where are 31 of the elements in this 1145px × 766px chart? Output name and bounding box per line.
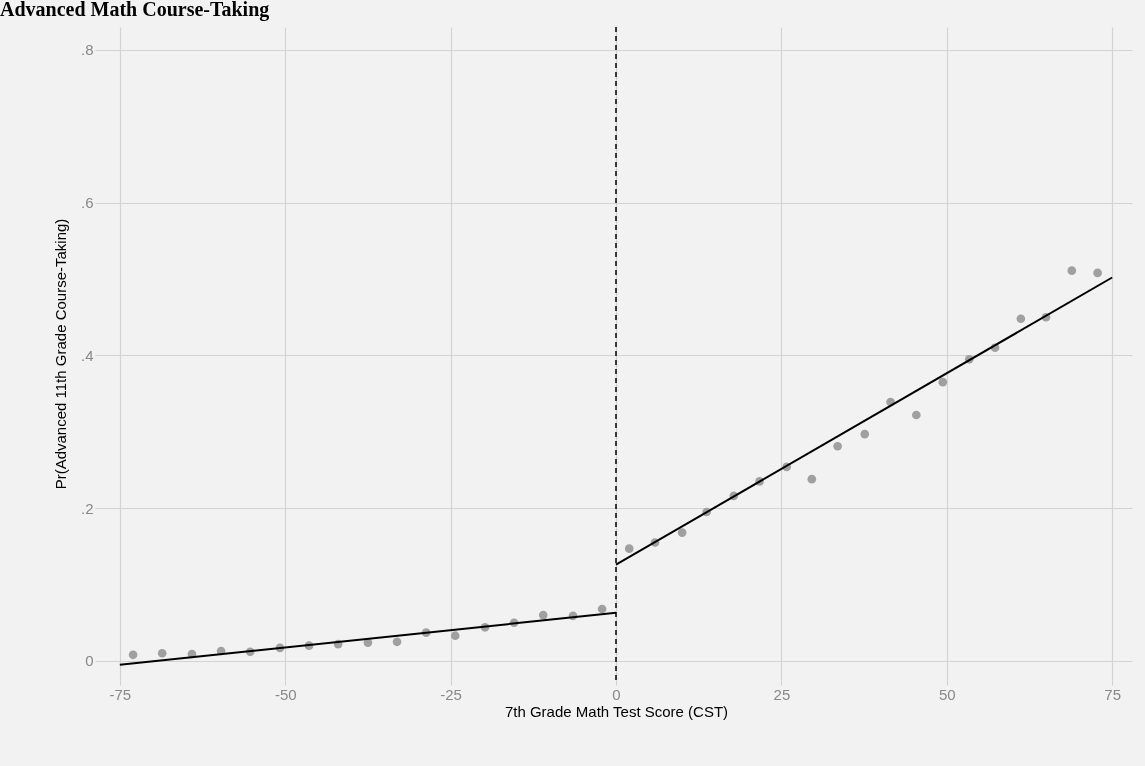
point [833, 441, 842, 451]
point [450, 631, 460, 641]
x-tick-label: 25 [773, 685, 791, 703]
point [597, 604, 607, 614]
x-tick-label: 75 [1104, 685, 1121, 703]
point [157, 648, 167, 658]
chart-title: Advanced Math Course-Taking [0, 0, 270, 22]
x-tick-label: -25 [440, 685, 462, 703]
y-tick-label: .4 [80, 346, 94, 364]
y-tick-label: .2 [80, 499, 94, 517]
y-tick-label: .8 [80, 41, 94, 59]
point [912, 410, 921, 420]
point [624, 544, 634, 553]
y-tick-label: 0 [85, 652, 94, 670]
point [938, 377, 948, 387]
y-axis-title: Pr(Advanced 11th Grade Course-Taking) [51, 218, 69, 490]
x-tick-label: -75 [109, 685, 132, 703]
x-tick-label: -50 [274, 685, 297, 703]
point [1016, 314, 1026, 324]
point [860, 429, 870, 439]
point [538, 610, 548, 620]
x-axis-title: 7th Grade Math Test Score (CST) [504, 702, 729, 720]
x-tick-label: 0 [612, 685, 621, 703]
point [128, 650, 138, 660]
y-tick-label: .6 [80, 194, 94, 212]
point [677, 528, 687, 537]
point [1067, 266, 1077, 275]
point [392, 637, 402, 647]
point [807, 474, 817, 484]
point [1093, 268, 1102, 278]
x-tick-label: 50 [938, 685, 956, 703]
